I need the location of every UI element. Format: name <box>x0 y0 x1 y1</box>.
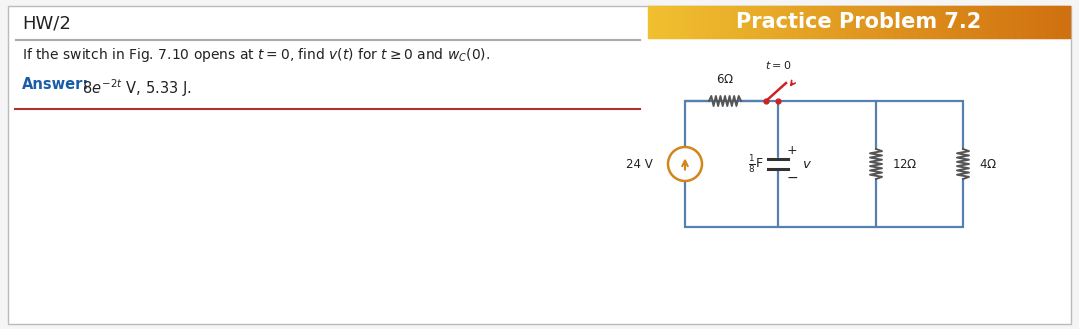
Text: $8e^{-2t}$ V, 5.33 J.: $8e^{-2t}$ V, 5.33 J. <box>78 77 192 99</box>
Text: Answer:: Answer: <box>22 77 90 92</box>
Text: 12$\Omega$: 12$\Omega$ <box>892 158 917 170</box>
Text: $t=0$: $t=0$ <box>765 59 791 71</box>
Text: 6$\Omega$: 6$\Omega$ <box>716 73 734 86</box>
FancyBboxPatch shape <box>8 6 1071 324</box>
Text: 4$\Omega$: 4$\Omega$ <box>979 158 997 170</box>
Text: −: − <box>787 171 797 185</box>
Text: +: + <box>787 143 797 157</box>
Text: If the switch in Fig. 7.10 opens at $t = 0$, find $v(t)$ for $t \geq 0$ and $w_C: If the switch in Fig. 7.10 opens at $t =… <box>22 46 490 64</box>
Text: HW/2: HW/2 <box>22 14 71 32</box>
Text: $v$: $v$ <box>802 158 812 170</box>
Text: $\frac{1}{8}$F: $\frac{1}{8}$F <box>749 153 764 175</box>
Text: 24 V: 24 V <box>626 158 653 170</box>
Text: Practice Problem 7.2: Practice Problem 7.2 <box>736 12 982 32</box>
